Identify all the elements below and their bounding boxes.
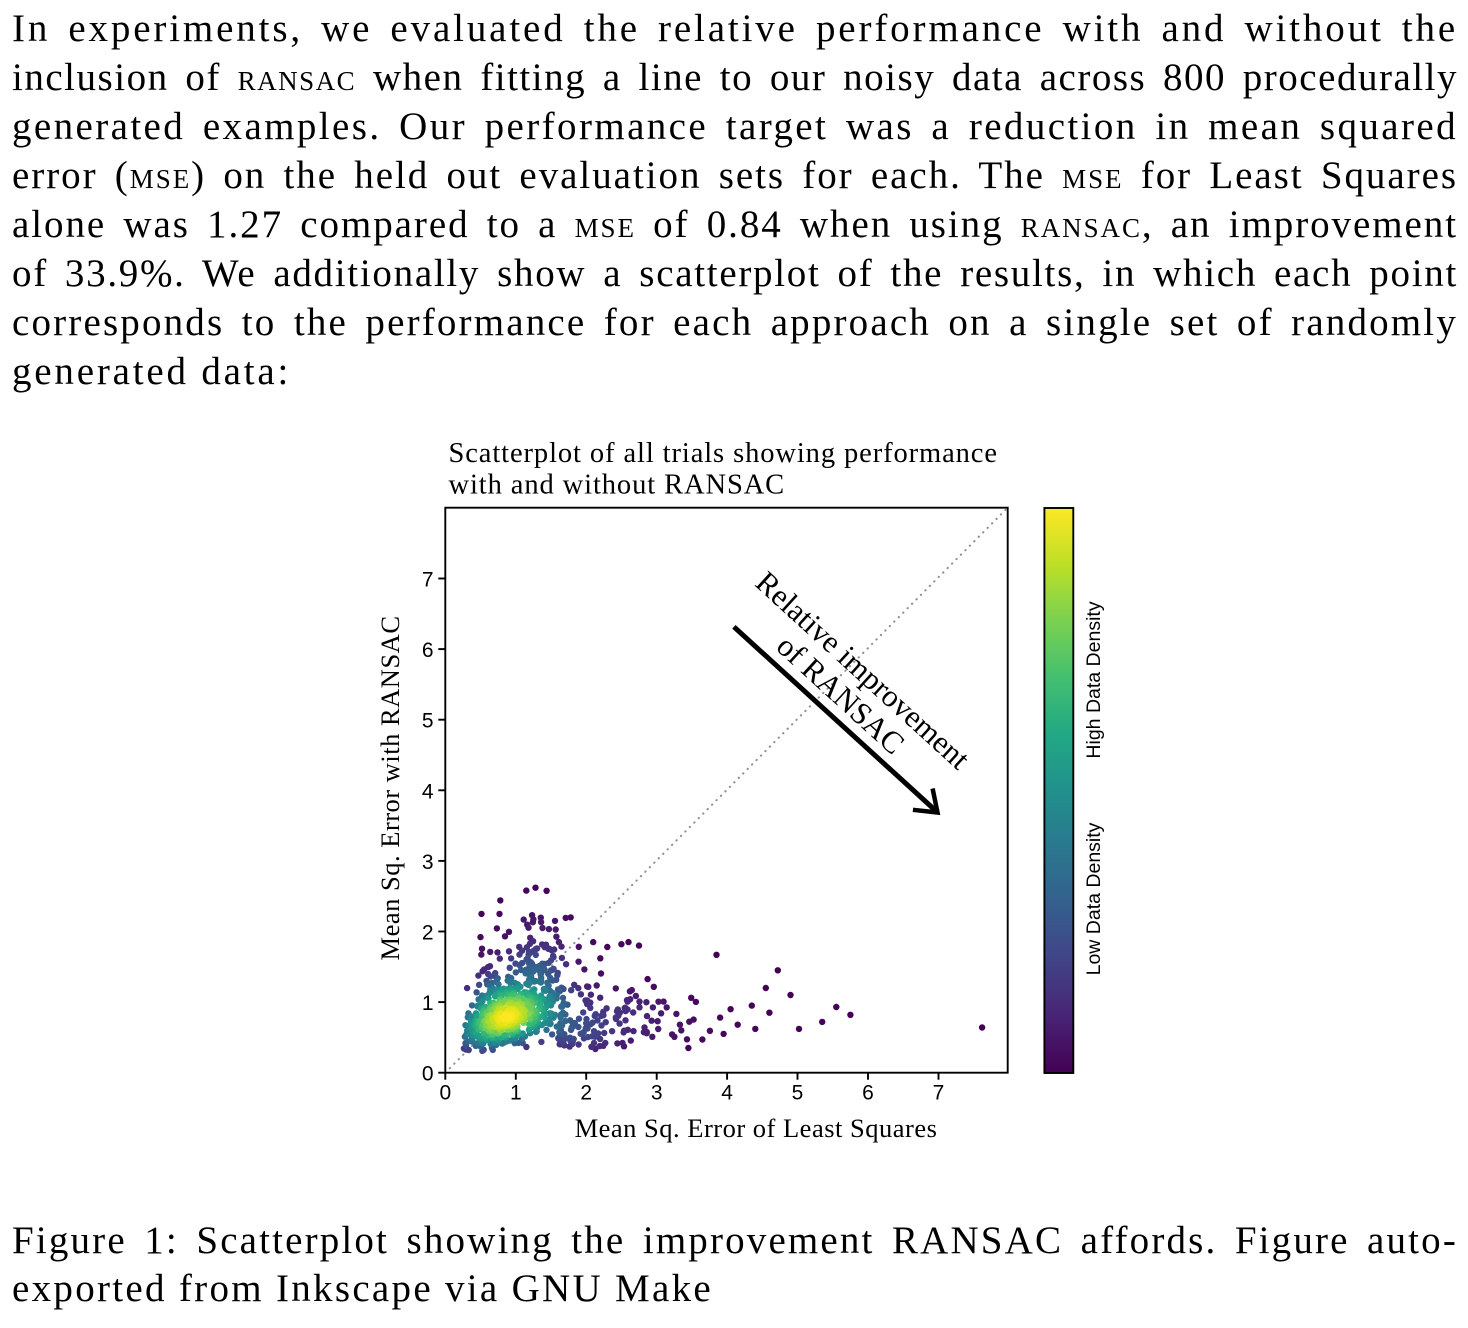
svg-text:6: 6 [422,639,434,662]
svg-text:7: 7 [422,569,434,592]
svg-text:Mean Sq. Error of Least Square: Mean Sq. Error of Least Squares [575,1113,938,1143]
svg-text:7: 7 [933,1082,945,1105]
svg-text:4: 4 [721,1082,733,1105]
svg-text:Scatterplot of all trials show: Scatterplot of all trials showing perfor… [449,438,998,469]
svg-text:Mean Sq. Error with RANSAC: Mean Sq. Error with RANSAC [375,616,405,961]
svg-text:Low Data Density: Low Data Density [1083,822,1105,975]
svg-text:1: 1 [422,992,434,1015]
svg-text:with and without RANSAC: with and without RANSAC [449,470,786,501]
svg-text:3: 3 [422,851,434,874]
svg-text:3: 3 [651,1082,663,1105]
svg-text:0: 0 [422,1063,434,1086]
svg-text:4: 4 [422,780,434,803]
svg-text:1: 1 [510,1082,522,1105]
svg-text:5: 5 [422,710,434,733]
svg-text:High Data Density: High Data Density [1083,601,1105,758]
svg-text:2: 2 [580,1082,592,1105]
svg-text:5: 5 [792,1082,804,1105]
svg-text:6: 6 [862,1082,874,1105]
svg-text:2: 2 [422,922,434,945]
svg-text:0: 0 [439,1082,451,1105]
